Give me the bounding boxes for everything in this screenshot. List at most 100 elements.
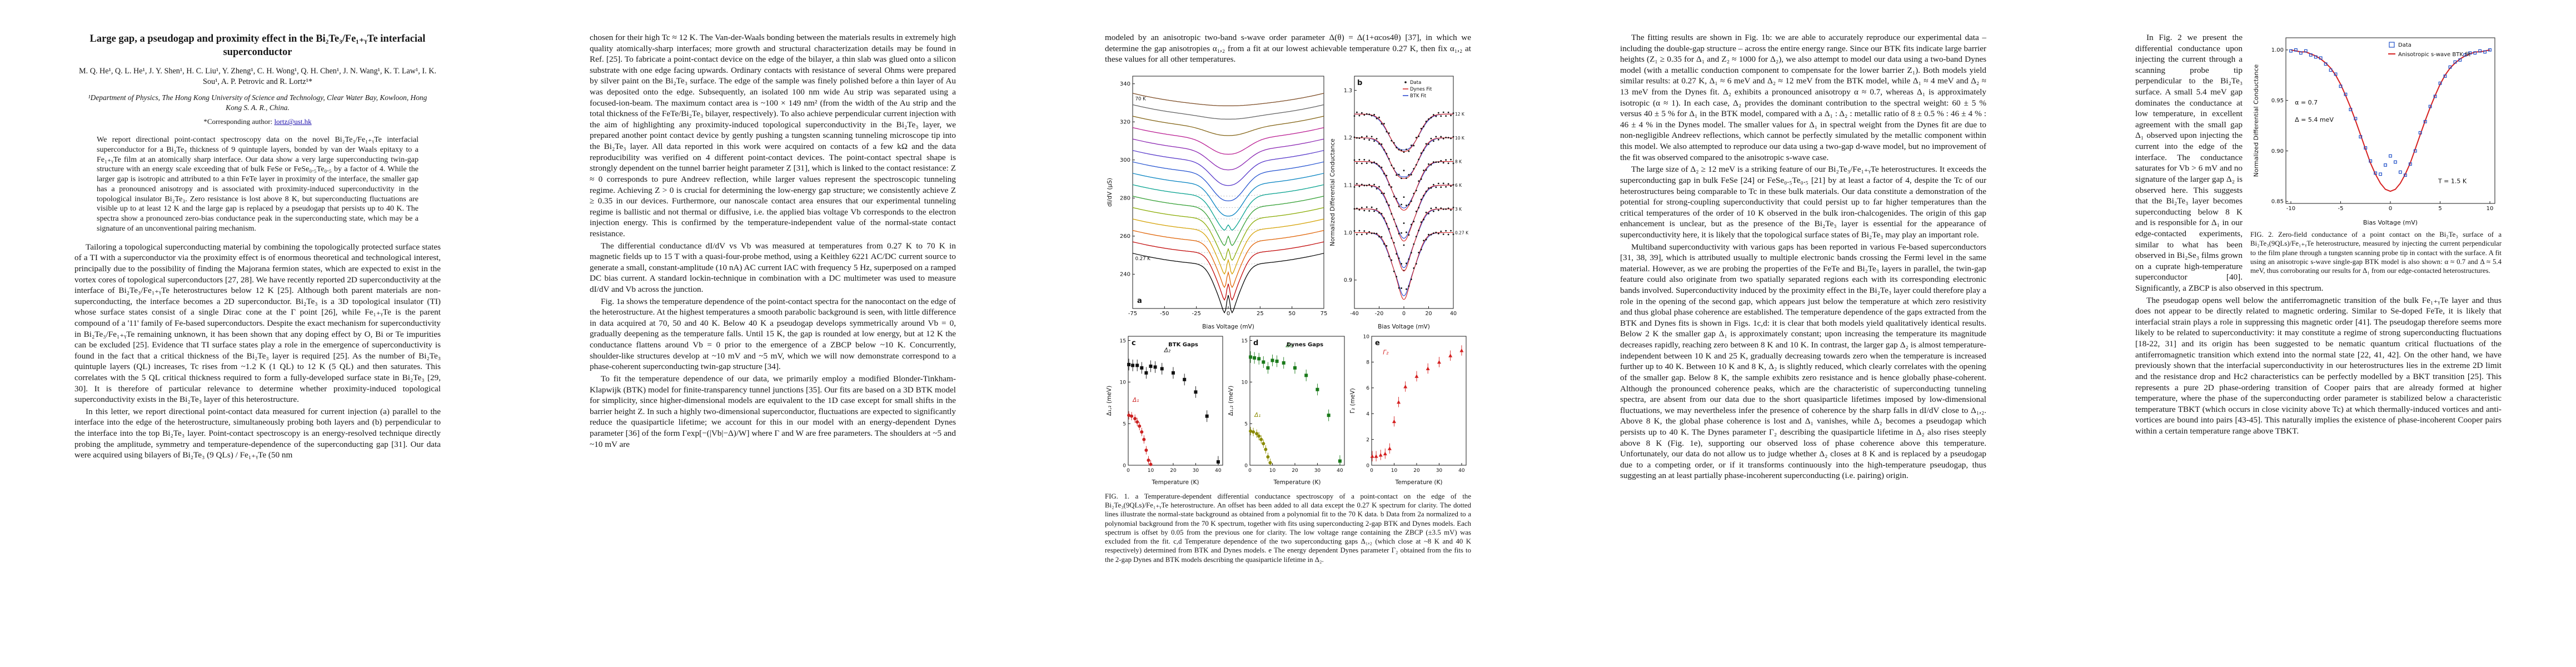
svg-text:0: 0 (1366, 463, 1369, 469)
svg-text:dI/dV (µS): dI/dV (µS) (1107, 178, 1113, 207)
svg-text:α = 0.7: α = 0.7 (2295, 99, 2318, 106)
svg-text:0.27 K: 0.27 K (1135, 256, 1151, 262)
svg-text:70 K: 70 K (1135, 96, 1147, 102)
fig1-panel-d: 0 10 20 30 40 0 5 10 15 Temperature (K) Δ₁,₂ (meV)… (1227, 332, 1348, 487)
paragraph: The differential conductance dI/dV vs Vb… (590, 241, 956, 295)
figure-2: -10 -5 0 5 10 0.85 0.90 0.95 1.00 Bias Voltage (m… (2250, 32, 2502, 275)
svg-text:-75: -75 (1128, 311, 1137, 317)
svg-text:0: 0 (2389, 206, 2392, 212)
svg-text:260: 260 (1120, 233, 1130, 240)
svg-text:30: 30 (1314, 468, 1321, 474)
svg-text:Bias Voltage (mV): Bias Voltage (mV) (1202, 323, 1254, 330)
svg-text:10: 10 (1391, 468, 1398, 474)
svg-text:280: 280 (1120, 195, 1130, 201)
svg-text:75: 75 (1321, 311, 1328, 317)
svg-text:0.9: 0.9 (1344, 277, 1352, 283)
svg-text:10: 10 (1269, 468, 1276, 474)
fig1-panel-e: 0 10 20 30 40 0 2 4 6 8 10 Temperature (K) Γ₂ (meV) e… (1348, 332, 1470, 487)
paper-title: Large gap, a pseudogap and proximity eff… (89, 33, 426, 58)
svg-text:0: 0 (1402, 311, 1406, 317)
paragraph: In this letter, we report directional po… (74, 406, 441, 460)
svg-text:6: 6 (1366, 386, 1369, 391)
fig1b-chart: -40 -20 0 20 40 0.9 1.0 1.1 1.2 1.3 Bias Voltage (… (1329, 76, 1469, 330)
page-2: chosen for their high Tc ≈ 12 K. The Van… (515, 0, 1030, 667)
corresponding-author-label: *Corresponding author: (203, 117, 275, 126)
svg-text:20: 20 (1170, 468, 1177, 474)
svg-text:50: 50 (1288, 311, 1296, 317)
fig1-panel-c: 0 10 20 30 40 0 5 10 15 Temperature (K) Δ₁,₂ (meV)… (1105, 332, 1227, 487)
svg-text:Bias Voltage (mV): Bias Voltage (mV) (2363, 219, 2418, 226)
svg-text:1.1: 1.1 (1344, 182, 1352, 188)
svg-text:0: 0 (1127, 468, 1130, 474)
svg-text:320: 320 (1120, 119, 1130, 125)
paragraph: To fit the temperature dependence of our… (590, 374, 956, 449)
svg-text:Temperature (K): Temperature (K) (1395, 479, 1443, 486)
svg-text:15: 15 (1242, 339, 1248, 344)
fig2-chart: -10 -5 0 5 10 0.85 0.90 0.95 1.00 Bias Voltage (m… (2253, 37, 2495, 226)
svg-text:0.95: 0.95 (2271, 98, 2284, 104)
svg-text:1.00: 1.00 (2271, 47, 2284, 53)
author-list: M. Q. He¹, Q. L. He¹, J. Y. Shen¹, H. C.… (78, 67, 436, 87)
svg-text:Δ₂: Δ₂ (1285, 342, 1293, 349)
svg-text:20: 20 (1292, 468, 1298, 474)
svg-text:4: 4 (1366, 411, 1369, 417)
svg-text:0: 0 (1123, 463, 1126, 469)
svg-text:Temperature (K): Temperature (K) (1273, 479, 1321, 486)
svg-text:-5: -5 (2338, 206, 2343, 212)
svg-text:40: 40 (1458, 468, 1465, 474)
paragraph: Fig. 1a shows the temperature dependence… (590, 296, 956, 372)
svg-text:Dynes Fit: Dynes Fit (1410, 87, 1432, 92)
fig1e-chart: 0 10 20 30 40 0 2 4 6 8 10 Temperature (K) Γ₂ (meV) e… (1349, 334, 1467, 486)
svg-text:0: 0 (1370, 468, 1373, 474)
svg-text:30: 30 (1436, 468, 1443, 474)
page-1: Large gap, a pseudogap and proximity eff… (0, 0, 515, 667)
paragraph: The large size of Δ₂ ≥ 12 meV is a strik… (1620, 165, 1986, 240)
paragraph: In Fig. 2 we present the differential co… (2135, 33, 2324, 293)
svg-text:0.90: 0.90 (2271, 148, 2284, 155)
svg-text:Δ₁,₂ (meV): Δ₁,₂ (meV) (1106, 386, 1113, 416)
svg-text:20: 20 (1425, 311, 1432, 317)
svg-text:Dynes Gaps: Dynes Gaps (1287, 342, 1323, 348)
page-5: -10 -5 0 5 10 0.85 0.90 0.95 1.00 Bias Voltage (m… (2061, 0, 2576, 667)
corresponding-author-line: *Corresponding author: lortz@ust.hk (74, 117, 441, 127)
svg-text:12 K: 12 K (1455, 112, 1465, 117)
svg-text:20: 20 (1413, 468, 1420, 474)
email-link[interactable]: lortz@ust.hk (274, 117, 312, 126)
svg-text:10: 10 (1242, 380, 1248, 385)
paragraph: The fitting results are shown in Fig. 1b… (1620, 33, 1986, 162)
paragraph: chosen for their high Tc ≈ 12 K. The Van… (590, 33, 956, 238)
svg-text:Δ₁: Δ₁ (1254, 412, 1260, 419)
paragraph: Multiband superconductivity with various… (1620, 242, 1986, 481)
svg-text:0.27 K: 0.27 K (1455, 230, 1469, 235)
svg-text:-25: -25 (1192, 311, 1200, 317)
fig1a-chart: -75 -50 -25 0 25 50 75 240 260 280 300 320 340 Bias V… (1107, 76, 1328, 330)
svg-text:Γ₂ (meV): Γ₂ (meV) (1349, 388, 1356, 413)
svg-text:40: 40 (1215, 468, 1222, 474)
svg-text:BTK Gaps: BTK Gaps (1168, 342, 1198, 348)
svg-text:2: 2 (1366, 437, 1369, 443)
svg-text:Normalized Differential Conduc: Normalized Differential Conductance (1329, 138, 1336, 246)
paragraph: modeled by an anisotropic two-band s-wav… (1105, 33, 1471, 64)
svg-text:0: 0 (1248, 468, 1252, 474)
svg-text:Bias Voltage (mV): Bias Voltage (mV) (1378, 323, 1430, 330)
svg-text:BTK Fit: BTK Fit (1410, 93, 1427, 99)
fig1-panel-b: -40 -20 0 20 40 0.9 1.0 1.1 1.2 1.3 Bias Voltage (… (1328, 71, 1470, 332)
figure-1: -75 -50 -25 0 25 50 75 240 260 280 300 320 340 Bias V… (1105, 71, 1471, 487)
svg-text:-50: -50 (1160, 311, 1169, 317)
figure-1-caption: FIG. 1. a Temperature-dependent differen… (1105, 492, 1471, 564)
svg-text:Data: Data (1410, 80, 1421, 86)
svg-text:5: 5 (2438, 206, 2442, 212)
svg-text:-40: -40 (1350, 311, 1359, 317)
svg-text:a: a (1137, 297, 1142, 305)
svg-text:40: 40 (1450, 311, 1457, 317)
svg-text:Anisotropic s-wave BTK fit: Anisotropic s-wave BTK fit (2398, 52, 2470, 58)
svg-text:b: b (1357, 79, 1362, 87)
svg-text:-10: -10 (2286, 206, 2295, 212)
svg-text:40: 40 (1337, 468, 1343, 474)
svg-text:Δ₁,₂ (meV): Δ₁,₂ (meV) (1228, 386, 1234, 416)
paragraph: Tailoring a topological superconducting … (74, 242, 441, 405)
svg-text:e: e (1375, 339, 1380, 347)
svg-text:Data: Data (2398, 42, 2411, 48)
paragraph: The pseudogap opens well below the antif… (2135, 295, 2502, 436)
svg-text:300: 300 (1120, 157, 1130, 163)
